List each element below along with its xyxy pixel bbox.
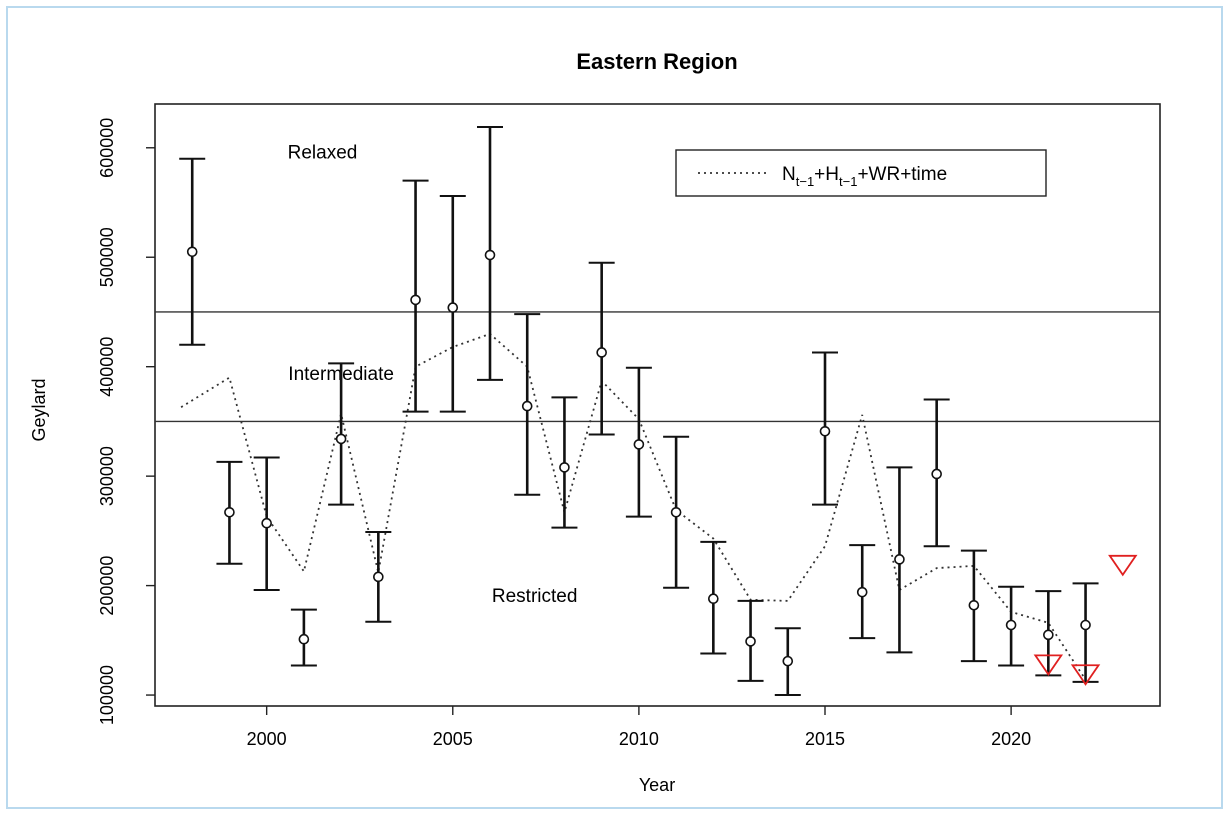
data-point <box>633 439 645 450</box>
data-point <box>521 400 533 412</box>
legend-label-n: N <box>782 164 796 185</box>
data-point <box>559 462 570 473</box>
zone-label: Relaxed <box>288 143 358 164</box>
data-point <box>1080 619 1091 631</box>
data-point <box>298 633 310 645</box>
zone-label: Restricted <box>492 586 578 607</box>
legend-box <box>675 149 1047 197</box>
chart-title: Eastern Region <box>576 49 737 74</box>
data-point <box>373 571 384 583</box>
data-point <box>819 425 831 437</box>
data-point <box>484 249 496 261</box>
data-point <box>186 246 198 258</box>
data-point <box>670 506 682 518</box>
data-point <box>1043 629 1054 641</box>
legend: Nt−1+Ht−1+WR+time <box>675 149 1047 197</box>
model-fit-line <box>180 332 1087 681</box>
observation-series <box>179 125 1099 697</box>
data-point <box>931 468 942 480</box>
threshold-lines <box>155 311 1160 423</box>
figure-frame <box>6 6 1223 809</box>
legend-label-h-sub: t−1 <box>839 174 857 189</box>
data-point <box>782 655 794 667</box>
triangle-marker <box>1070 664 1101 686</box>
data-point <box>335 433 347 445</box>
y-tick-label: 300000 <box>97 446 117 506</box>
y-tick-label: 500000 <box>97 227 117 287</box>
x-axis-label: Year <box>639 775 675 795</box>
data-point <box>894 554 905 565</box>
y-tick-label: 600000 <box>97 118 117 178</box>
x-tick-label: 2010 <box>619 729 659 749</box>
legend-label-h: +H <box>814 164 839 185</box>
triangle-marker <box>1108 554 1138 577</box>
data-point <box>596 347 607 358</box>
data-point <box>745 636 756 647</box>
data-point <box>261 517 272 529</box>
triangle-markers <box>1033 554 1138 686</box>
plot-area <box>154 103 1161 707</box>
model-fit-series <box>180 332 1087 681</box>
data-point <box>968 600 980 611</box>
data-point <box>447 302 459 313</box>
y-tick-label: 100000 <box>97 665 117 725</box>
x-tick-label: 2005 <box>433 729 473 749</box>
triangle-marker <box>1033 654 1064 677</box>
plot-box <box>154 103 1161 707</box>
data-point <box>708 593 719 605</box>
y-tick-label: 400000 <box>97 337 117 397</box>
y-tick-label: 200000 <box>97 556 117 616</box>
y-axis: 100000 200000 300000 400000 500000 600000 <box>97 118 155 725</box>
x-axis: 2000 2005 2010 2015 2020 <box>247 706 1031 749</box>
x-tick-label: 2020 <box>991 729 1031 749</box>
legend-label-n-sub: t−1 <box>796 174 814 189</box>
legend-label-rest: +WR+time <box>857 164 947 185</box>
x-tick-label: 2015 <box>805 729 845 749</box>
y-axis-label: Geylard <box>29 378 49 441</box>
data-point <box>1005 619 1017 631</box>
data-point <box>224 506 235 518</box>
x-tick-label: 2000 <box>247 729 287 749</box>
data-point <box>410 294 421 306</box>
legend-label: Nt−1+Ht−1+WR+time <box>782 164 947 189</box>
data-point <box>856 586 868 598</box>
